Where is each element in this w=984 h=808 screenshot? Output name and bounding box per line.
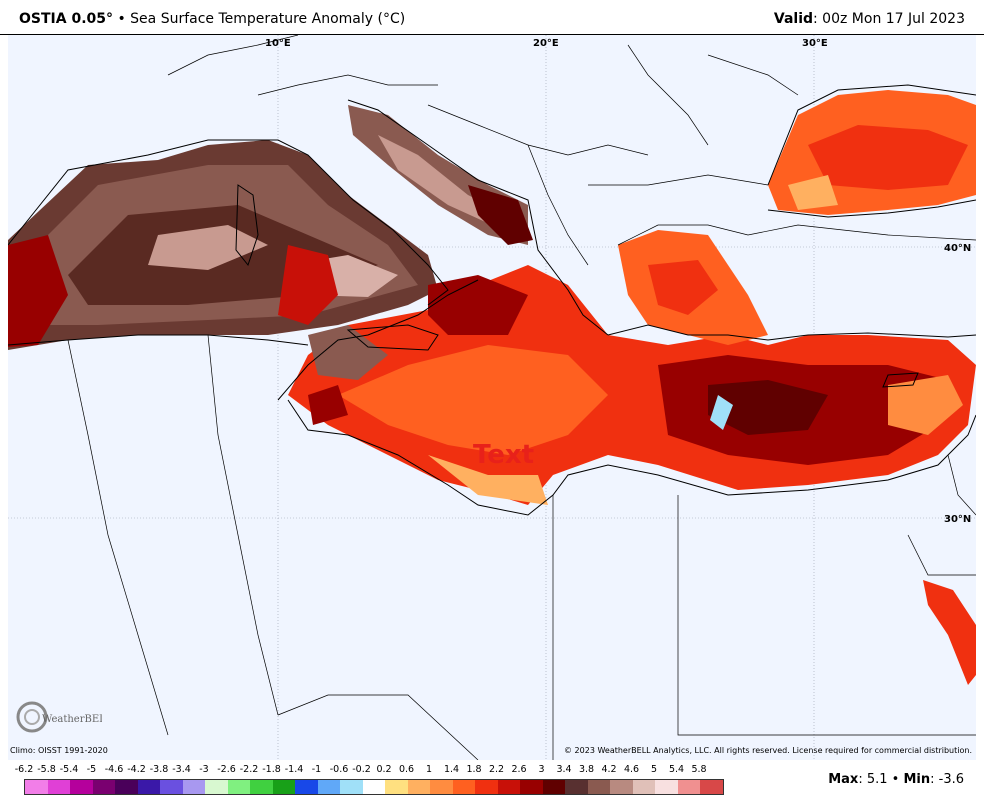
colorbar-tick-label: -5 bbox=[86, 764, 97, 775]
colorbar-tick-label: 1.8 bbox=[466, 764, 482, 775]
min-value: : -3.6 bbox=[930, 772, 964, 787]
max-min-readout: Max: 5.1 • Min: -3.6 bbox=[828, 772, 964, 787]
borders bbox=[67, 35, 976, 760]
valid-time: Valid: 00z Mon 17 Jul 2023 bbox=[774, 11, 965, 27]
colorbar-tick-label: 3 bbox=[538, 764, 545, 775]
anomaly-central-east-med bbox=[288, 265, 976, 505]
coastlines bbox=[8, 84, 976, 516]
anomaly-adriatic bbox=[348, 105, 533, 245]
colorbar-swatch bbox=[700, 780, 723, 794]
climo-note: Climo: OISST 1991-2020 bbox=[10, 746, 108, 755]
colorbar-swatch bbox=[497, 780, 520, 794]
colorbar-swatch bbox=[340, 780, 363, 794]
anomaly-aegean bbox=[618, 230, 768, 345]
colorbar-swatch bbox=[92, 780, 115, 794]
lat-label-40n: 40°N bbox=[944, 243, 971, 254]
valid-label: Valid bbox=[773, 11, 814, 27]
colorbar-tick-label: -2.6 bbox=[217, 764, 236, 775]
colorbar-swatch bbox=[227, 780, 250, 794]
colorbar-tick-label: 5.4 bbox=[668, 764, 685, 775]
max-value: : 5.1 bbox=[858, 772, 888, 787]
copyright-note: © 2023 WeatherBELL Analytics, LLC. All r… bbox=[564, 746, 972, 755]
colorbar-tick-label: 4.2 bbox=[601, 764, 617, 775]
colorbar-swatch bbox=[632, 780, 655, 794]
colorbar-tick-label: -4.2 bbox=[127, 764, 146, 775]
colorbar-tick-label: -5.4 bbox=[59, 764, 79, 775]
colorbar-tick-label: -0.6 bbox=[329, 764, 349, 775]
colorbar-swatch bbox=[407, 780, 430, 794]
colorbar-tick-label: -3.8 bbox=[149, 764, 169, 775]
valid-value: : 00z Mon 17 Jul 2023 bbox=[813, 11, 965, 27]
colorbar-tick-label: 3.8 bbox=[578, 764, 595, 775]
colorbar-swatch bbox=[542, 780, 565, 794]
colorbar-tick-label: -3 bbox=[199, 764, 209, 775]
colorbar-swatch bbox=[565, 780, 588, 794]
colorbar bbox=[24, 779, 724, 795]
colorbar-tick-label: -4.6 bbox=[104, 764, 124, 775]
colorbar-tick-label: 1.4 bbox=[443, 764, 460, 775]
colorbar-swatch bbox=[520, 780, 543, 794]
map-graphic: 10°E 20°E 30°E 40°N 30°N bbox=[8, 35, 976, 760]
colorbar-swatch bbox=[587, 780, 610, 794]
variable-name: Sea Surface Temperature Anomaly (°C) bbox=[130, 11, 406, 27]
colorbar-swatch bbox=[385, 780, 408, 794]
colorbar-swatch bbox=[47, 780, 70, 794]
colorbar-tick-label: -3.4 bbox=[172, 764, 191, 775]
colorbar-swatch bbox=[70, 780, 93, 794]
colorbar-tick-label: 5.8 bbox=[691, 764, 707, 775]
anomaly-red-sea bbox=[923, 580, 976, 685]
colorbar-swatch bbox=[452, 780, 475, 794]
colorbar-tick-label: -1 bbox=[311, 764, 322, 775]
lon-label-30e: 30°E bbox=[802, 38, 828, 49]
colorbar-swatch bbox=[475, 780, 498, 794]
colorbar-tick-label: -5.8 bbox=[37, 764, 56, 775]
lon-label-20e: 20°E bbox=[533, 38, 559, 49]
sst-anomaly-map: 10°E 20°E 30°E 40°N 30°N Text bbox=[8, 35, 976, 760]
min-label: Min bbox=[903, 772, 931, 787]
colorbar-tick-label: 0.2 bbox=[376, 764, 392, 775]
colorbar-swatch bbox=[362, 780, 385, 794]
colorbar-tick-label: 4.6 bbox=[623, 764, 640, 775]
colorbar-swatch bbox=[250, 780, 273, 794]
colorbar-tick-label: 3.4 bbox=[556, 764, 572, 775]
lat-label-30n: 30°N bbox=[944, 514, 971, 525]
colorbar-swatch bbox=[677, 780, 700, 794]
lon-label-10e: 10°E bbox=[265, 38, 291, 49]
product-sup: ° bbox=[106, 11, 113, 27]
anomaly-black-sea bbox=[768, 90, 976, 215]
colorbar-swatch bbox=[295, 780, 318, 794]
colorbar-tick-label: -1.8 bbox=[262, 764, 281, 775]
colorbar-tick-label: -0.2 bbox=[352, 764, 371, 775]
colorbar-swatch bbox=[655, 780, 678, 794]
colorbar-swatch bbox=[317, 780, 340, 794]
colorbar-swatch bbox=[137, 780, 160, 794]
colorbar-tick-label: 0.6 bbox=[398, 764, 415, 775]
colorbar-swatch bbox=[160, 780, 183, 794]
title-separator: • bbox=[113, 11, 131, 27]
colorbar-tick-label: -2.2 bbox=[239, 764, 259, 775]
map-overlay-text: Text bbox=[473, 440, 535, 470]
colorbar-labels: -6.2 -5.8 -5.4 -5 -4.6 -4.2 -3.8 -3.4 -3 -2.6 -2.2… bbox=[0, 764, 720, 776]
colorbar-tick-label: 2.6 bbox=[511, 764, 527, 775]
max-label: Max bbox=[828, 772, 859, 787]
product-name: OSTIA 0.05 bbox=[19, 11, 106, 27]
max-min-sep: • bbox=[887, 772, 904, 787]
colorbar-swatch bbox=[272, 780, 295, 794]
colorbar-swatch bbox=[205, 780, 228, 794]
colorbar-swatch bbox=[430, 780, 453, 794]
colorbar-tick-label: 5 bbox=[650, 764, 658, 775]
colorbar-tick-label: -1.4 bbox=[284, 764, 304, 775]
anomaly-west-med bbox=[8, 140, 438, 350]
colorbar-swatch bbox=[25, 780, 48, 794]
map-header: OSTIA 0.05° • Sea Surface Temperature An… bbox=[0, 0, 984, 35]
weatherbell-logo: WeatherBELL bbox=[12, 695, 113, 740]
colorbar-swatch bbox=[115, 780, 138, 794]
logo-text: WeatherBELL bbox=[42, 714, 102, 725]
colorbar-tick-label: -6.2 bbox=[14, 764, 34, 775]
colorbar-swatch bbox=[610, 780, 633, 794]
map-title: OSTIA 0.05° • Sea Surface Temperature An… bbox=[19, 11, 405, 27]
colorbar-swatch bbox=[182, 780, 205, 794]
colorbar-tick-label: 1 bbox=[425, 764, 433, 775]
colorbar-tick-label: 2.2 bbox=[488, 764, 505, 775]
